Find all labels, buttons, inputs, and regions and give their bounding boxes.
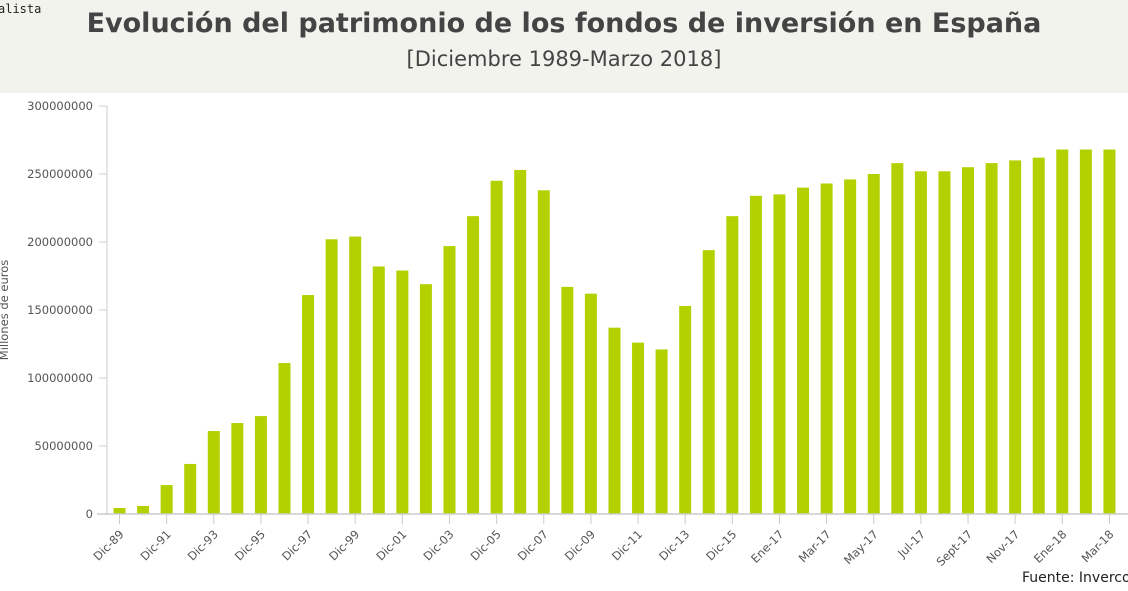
x-tick-label: Dic-07	[515, 527, 551, 563]
bar	[1032, 157, 1045, 514]
bar	[1009, 160, 1022, 514]
bar	[467, 216, 480, 514]
x-tick-label: Dic-13	[656, 527, 692, 563]
bar	[608, 327, 621, 514]
bar	[797, 187, 810, 514]
brand-text: alista	[0, 2, 42, 16]
bar	[655, 349, 668, 514]
y-tick-label: 300000000	[27, 99, 93, 113]
bar	[1079, 149, 1092, 514]
bar	[160, 485, 173, 514]
bar	[985, 163, 998, 514]
bar	[207, 431, 220, 514]
bar	[962, 167, 975, 514]
x-tick-label: Mar-17	[796, 527, 834, 565]
bar	[749, 195, 762, 514]
y-tick-label: 250000000	[27, 167, 93, 181]
bar	[938, 171, 951, 514]
bar	[278, 363, 291, 514]
bar	[325, 239, 338, 514]
x-tick-label: Dic-15	[703, 527, 739, 563]
bar	[396, 270, 409, 514]
x-tick-label: Sept-17	[933, 527, 975, 569]
x-tick-label: Ene-18	[1031, 527, 1069, 565]
bar	[537, 190, 550, 514]
bar	[372, 266, 385, 514]
y-tick-label: 100000000	[27, 371, 93, 385]
bar	[584, 293, 597, 514]
bar	[514, 169, 527, 515]
bar	[231, 423, 244, 514]
chart-header: alista Evolución del patrimonio de los f…	[0, 0, 1128, 93]
bar	[113, 508, 126, 514]
source-note: Fuente: Inverco	[1022, 570, 1128, 586]
bar	[679, 305, 692, 514]
bar	[867, 174, 880, 514]
bar	[1103, 149, 1116, 514]
chart-title: Evolución del patrimonio de los fondos d…	[86, 8, 1042, 39]
x-tick-label: Nov-17	[983, 527, 1022, 566]
y-tick-label: 50000000	[34, 439, 93, 453]
x-tick-label: Jul-17	[894, 527, 928, 561]
bar	[632, 342, 645, 514]
y-tick-label: 150000000	[27, 303, 93, 317]
bar	[184, 463, 197, 514]
bar	[914, 171, 927, 514]
bar	[561, 286, 574, 514]
y-axis-label: Millones de euros	[0, 260, 11, 360]
x-tick-label: Ene-17	[748, 527, 786, 565]
bar	[702, 250, 715, 514]
bar	[137, 505, 150, 514]
bar	[254, 416, 267, 514]
x-tick-label: Dic-95	[232, 527, 268, 563]
bar	[349, 236, 362, 514]
x-tick-label: Dic-05	[468, 527, 504, 563]
bar	[419, 284, 432, 514]
chart-subtitle: [Diciembre 1989-Marzo 2018]	[406, 47, 722, 71]
x-tick-label: Dic-89	[90, 527, 126, 563]
x-tick-label: Dic-97	[279, 527, 315, 563]
bar	[302, 295, 315, 514]
x-tick-label: Dic-93	[185, 527, 221, 563]
x-tick-label: Dic-03	[420, 527, 456, 563]
bar	[1056, 149, 1069, 514]
bar	[726, 216, 739, 514]
x-tick-label: Dic-91	[138, 527, 174, 563]
bar	[844, 179, 857, 514]
y-tick-label: 200000000	[27, 235, 93, 249]
bar	[773, 194, 786, 514]
x-tick-label: Dic-99	[326, 527, 362, 563]
y-tick-label: 0	[86, 507, 93, 521]
bar	[490, 180, 503, 515]
x-tick-label: Dic-09	[562, 527, 598, 563]
x-tick-label: Dic-01	[373, 527, 409, 563]
bar	[891, 163, 904, 514]
x-tick-label: Mar-18	[1079, 527, 1117, 565]
bar	[820, 183, 833, 514]
x-tick-label: May-17	[841, 527, 881, 567]
bar	[443, 246, 456, 514]
x-tick-label: Dic-11	[609, 527, 645, 563]
